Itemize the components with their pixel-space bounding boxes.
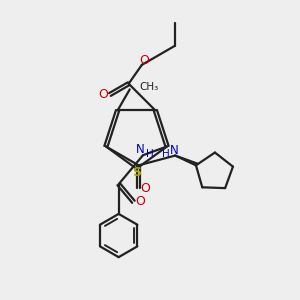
Text: O: O [98,88,108,101]
Text: H: H [162,149,169,159]
Text: N: N [136,143,145,156]
Text: CH₃: CH₃ [139,82,158,92]
Text: O: O [135,195,145,208]
Text: O: O [140,182,150,195]
Text: N: N [169,144,178,157]
Text: O: O [139,53,149,67]
Text: S: S [132,166,141,179]
Text: H: H [146,149,154,159]
